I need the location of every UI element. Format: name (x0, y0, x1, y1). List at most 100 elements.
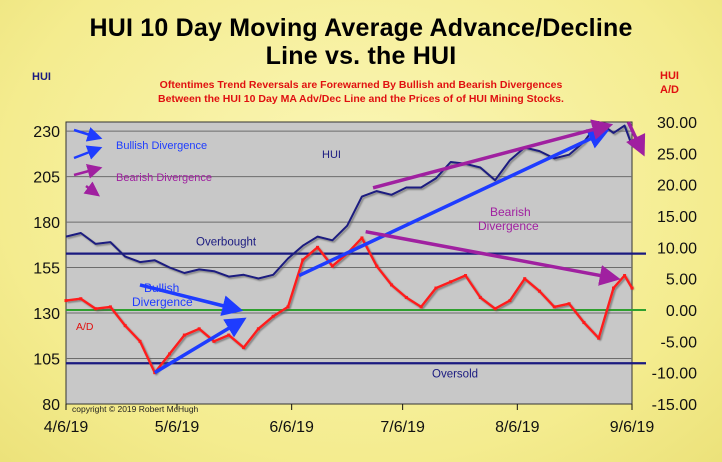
series-point-1-21 (375, 264, 379, 268)
right-axis-label-line2: A/D (660, 84, 679, 96)
left-tick-label-3: 155 (33, 261, 60, 278)
divergence-arrow-4 (365, 229, 621, 286)
right-tick-label-2: 20.00 (657, 178, 697, 195)
series-point-1-32 (538, 289, 542, 293)
annotation-5-line2: Divergence (478, 219, 539, 233)
left-tick-label-2: 130 (33, 306, 60, 323)
series-point-1-26 (449, 280, 453, 284)
left-tick-label-6: 230 (33, 124, 60, 141)
series-point-1-25 (434, 286, 438, 290)
series-point-1-10 (212, 339, 216, 343)
series-point-1-31 (523, 277, 527, 281)
series-point-1-11 (227, 333, 231, 337)
annotation-2: HUI (322, 149, 341, 161)
x-tick-label-3: 7/6/19 (380, 419, 425, 436)
series-line-0 (65, 121, 633, 280)
divergence-arrow-5 (626, 121, 646, 157)
annotation-4-line2: Divergence (132, 295, 193, 309)
legend-arrow-2 (73, 164, 103, 179)
series-point-1-20 (360, 236, 364, 240)
x-tick-label-2: 6/6/19 (269, 419, 314, 436)
chart-subtitle-line1: Oftentimes Trend Reversals are Forewarne… (159, 79, 563, 91)
copyright-text: copyright © 2019 Robert McHugh (72, 404, 199, 414)
series-point-1-24 (419, 305, 423, 309)
right-tick-label-0: 30.00 (657, 115, 697, 132)
legend-arrow-0 (73, 127, 103, 142)
annotation-1: Bearish Divergence (116, 172, 212, 184)
divergence-arrows (139, 119, 646, 375)
series-point-1-36 (597, 336, 601, 340)
series-point-1-39 (630, 286, 634, 290)
series-point-1-34 (567, 302, 571, 306)
right-tick-label-7: -5.00 (661, 334, 698, 351)
series-point-1-35 (582, 321, 586, 325)
annotation-3: A/D (76, 321, 94, 333)
left-axis-label: HUI (32, 71, 51, 83)
series-point-1-12 (242, 346, 246, 350)
annotation-5-line1: Bearish (490, 205, 531, 219)
x-tick-label-0: 4/6/19 (44, 419, 89, 436)
series-point-1-18 (330, 264, 334, 268)
x-tick-label-1: 5/6/19 (155, 419, 200, 436)
left-axis-ticks: 80 105 130 155 180 205 230 (33, 124, 60, 414)
right-tick-label-8: -10.00 (652, 366, 697, 383)
series-point-1-9 (197, 327, 201, 331)
legend-arrow-1 (73, 145, 103, 160)
divergence-arrow-2 (298, 129, 610, 278)
series-point-1-22 (390, 283, 394, 287)
x-axis-ticks: 4/6/19 5/6/19 6/6/19 7/6/19 8/6/19 9/6/19 (44, 404, 655, 436)
chart-title-line1: HUI 10 Day Moving Average Advance/Declin… (89, 14, 633, 42)
series-point-1-4 (123, 324, 127, 328)
series-line-1 (65, 236, 634, 374)
chart-subtitle-line2: Between the HUI 10 Day MA Adv/Dec Line a… (158, 93, 564, 105)
x-tick-label-4: 8/6/19 (495, 419, 540, 436)
series-point-1-27 (464, 274, 468, 278)
x-tick-label-5: 9/6/19 (610, 419, 655, 436)
left-tick-label-5: 205 (33, 170, 60, 187)
right-tick-label-3: 15.00 (657, 209, 697, 226)
series-point-1-15 (286, 305, 290, 309)
series-point-1-3 (108, 305, 112, 309)
right-axis-label: HUI A/D (660, 69, 679, 97)
series-point-1-30 (508, 299, 512, 303)
series-point-1-5 (138, 339, 142, 343)
divergence-arrow-3 (372, 119, 614, 190)
series-point-1-29 (493, 307, 497, 311)
right-tick-label-9: -15.00 (652, 397, 697, 414)
left-tick-label-0: 80 (42, 397, 60, 414)
series-point-1-23 (404, 295, 408, 299)
right-axis-label-line1: HUI (660, 70, 679, 82)
right-tick-label-5: 5.00 (666, 272, 697, 289)
chart-title-line2: Line vs. the HUI (265, 42, 457, 70)
series-point-1-37 (612, 286, 616, 290)
annotation-4-line1: Bullish (144, 281, 179, 295)
divergence-legend (73, 127, 103, 197)
series-point-1-0 (64, 299, 68, 303)
series-point-1-38 (623, 274, 627, 278)
left-tick-label-1: 105 (33, 352, 60, 369)
divergence-arrow-1 (153, 317, 247, 375)
gridlines (66, 130, 632, 360)
right-axis-ticks: 30.00 25.00 20.00 15.00 10.00 5.00 0.00 -5.00 -1… (652, 115, 697, 414)
legend-arrow-3 (83, 181, 100, 197)
reference-line-label-1: Oversold (432, 368, 478, 380)
series-point-1-17 (316, 245, 320, 249)
series-point-1-13 (256, 327, 260, 331)
right-tick-label-1: 25.00 (657, 146, 697, 163)
series-point-1-8 (182, 333, 186, 337)
right-tick-label-4: 10.00 (657, 240, 697, 257)
series-point-1-7 (168, 352, 172, 356)
reference-line-label-0: Overbought (196, 237, 257, 249)
annotation-0: Bullish Divergence (116, 140, 207, 152)
series-point-1-16 (301, 258, 305, 262)
right-tick-label-6: 0.00 (666, 303, 697, 320)
left-tick-label-4: 180 (33, 215, 60, 232)
series-point-1-2 (94, 307, 98, 311)
divergence-arrow-0 (139, 283, 244, 316)
series-point-1-28 (478, 295, 482, 299)
series-point-1-1 (79, 297, 83, 301)
